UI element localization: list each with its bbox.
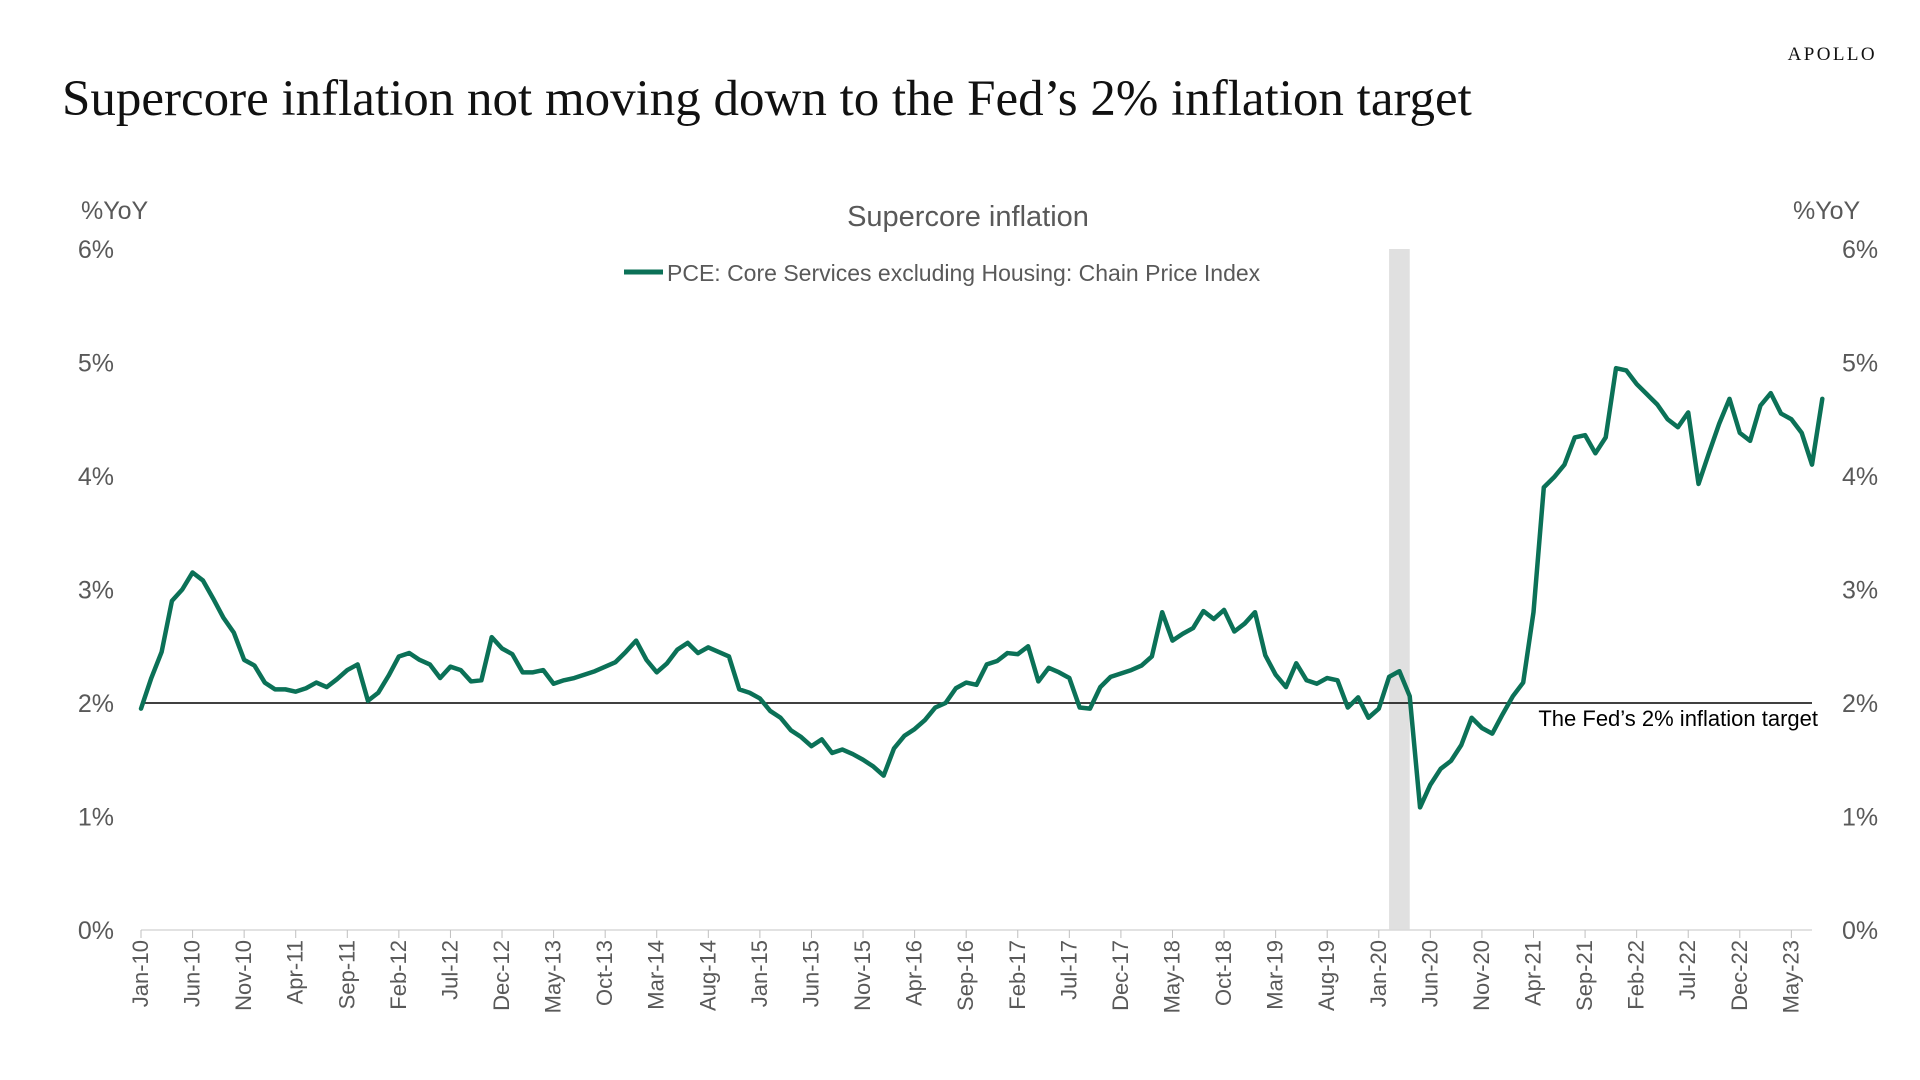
fed-target-label: The Fed’s 2% inflation target	[1538, 706, 1818, 731]
x-tick-label: Aug-14	[695, 940, 720, 1011]
legend-label: PCE: Core Services excluding Housing: Ch…	[667, 260, 1261, 286]
target-line-layer: The Fed’s 2% inflation target	[141, 702, 1818, 731]
y-tick-label-left: 6%	[78, 236, 114, 264]
y-tick-label-right: 2%	[1842, 690, 1878, 718]
y-axis-label-left: %YoY	[81, 197, 149, 225]
x-tick-label: Sep-21	[1572, 940, 1597, 1011]
legend: PCE: Core Services excluding Housing: Ch…	[624, 260, 1261, 286]
x-tick-label: Jan-10	[128, 940, 153, 1007]
x-tick-label: Jan-20	[1366, 940, 1391, 1007]
x-tick-label: Aug-19	[1314, 940, 1339, 1011]
x-tick-label: Apr-11	[283, 940, 308, 1004]
x-tick-label: Oct-13	[592, 940, 617, 1006]
y-tick-label-left: 4%	[78, 463, 114, 491]
x-tick-label: Feb-17	[1005, 940, 1030, 1010]
y-tick-label-right: 3%	[1842, 577, 1878, 605]
x-tick-label: Jan-15	[747, 940, 772, 1007]
x-tick-label: Nov-20	[1469, 940, 1494, 1011]
axes: 0% 0% 1% 1% 2% 2% 3% 3% 4% 4% 5% 5% 6% 6% Jan-10 Jun-10…	[78, 236, 1878, 1013]
x-tick-label: Oct-18	[1211, 940, 1236, 1006]
recession-band-layer	[1389, 249, 1410, 930]
y-axis-label-right: %YoY	[1793, 197, 1861, 225]
series-line	[138, 365, 1825, 810]
x-tick-label: Nov-10	[231, 940, 256, 1011]
chart-title: Supercore inflation	[847, 201, 1089, 233]
x-tick-label: Dec-12	[489, 940, 514, 1011]
x-tick-label: Jun-15	[798, 940, 823, 1007]
x-tick-label: Apr-21	[1521, 940, 1546, 1006]
y-tick-label-left: 3%	[78, 577, 114, 605]
recession-band	[1389, 249, 1410, 930]
y-tick-label-right: 4%	[1842, 463, 1878, 491]
x-tick-label: Jul-22	[1675, 940, 1700, 1000]
x-tick-label: Sep-16	[953, 940, 978, 1011]
x-tick-label: Jul-12	[437, 940, 462, 1000]
y-tick-label-right: 5%	[1842, 350, 1878, 378]
x-tick-label: May-23	[1778, 940, 1803, 1013]
x-tick-label: Jul-17	[1056, 940, 1081, 1000]
x-tick-label: Dec-17	[1108, 940, 1133, 1011]
y-tick-label-right: 6%	[1842, 236, 1878, 264]
x-tick-label: Dec-22	[1727, 940, 1752, 1011]
x-tick-label: Sep-11	[334, 940, 359, 1009]
y-tick-label-right: 0%	[1842, 917, 1878, 945]
y-tick-label-right: 1%	[1842, 804, 1878, 832]
page-title: Supercore inflation not moving down to t…	[62, 71, 1472, 127]
x-tick-label: Mar-19	[1263, 940, 1288, 1010]
y-tick-label-left: 1%	[78, 804, 114, 832]
y-tick-label-left: 2%	[78, 690, 114, 718]
x-tick-label: Apr-16	[902, 940, 927, 1006]
x-tick-label: Jun-20	[1417, 940, 1442, 1007]
brand-logo: APOLLO	[1787, 44, 1877, 65]
x-tick-label: Mar-14	[644, 940, 669, 1010]
x-tick-label: Jun-10	[180, 940, 205, 1007]
x-tick-label: May-13	[541, 940, 566, 1013]
x-tick-label: Feb-12	[386, 940, 411, 1010]
series-layer	[138, 365, 1825, 810]
x-tick-label: May-18	[1159, 940, 1184, 1013]
x-tick-label: Nov-15	[850, 940, 875, 1011]
y-tick-label-left: 0%	[78, 917, 114, 945]
y-tick-label-left: 5%	[78, 350, 114, 378]
x-tick-label: Feb-22	[1624, 940, 1649, 1010]
